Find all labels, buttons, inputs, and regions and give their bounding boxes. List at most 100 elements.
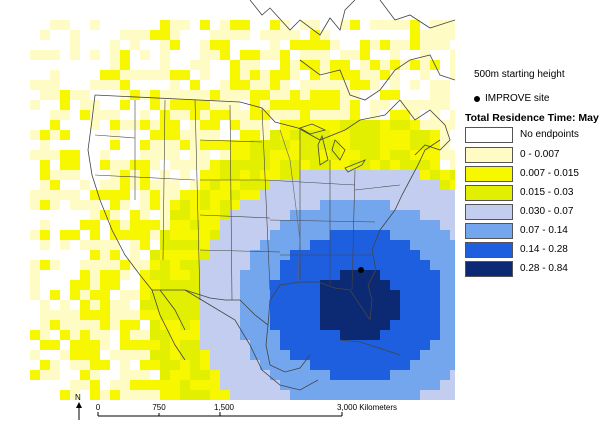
grid-cell: [140, 30, 150, 40]
grid-cell: [70, 380, 80, 390]
grid-cell: [330, 370, 340, 380]
grid-cell: [450, 340, 455, 350]
grid-cell: [410, 260, 420, 270]
grid-cell: [240, 290, 250, 300]
grid-cell: [180, 360, 190, 370]
grid-cell: [250, 250, 260, 260]
grid-cell: [160, 90, 170, 100]
grid-cell: [200, 390, 210, 400]
grid-cell: [230, 60, 240, 70]
grid-cell: [230, 370, 240, 380]
grid-cell: [120, 290, 130, 300]
grid-cell: [390, 300, 400, 310]
grid-cell: [330, 330, 340, 340]
grid-cell: [130, 260, 140, 270]
grid-cell: [420, 280, 430, 290]
grid-cell: [360, 360, 370, 370]
grid-cell: [250, 220, 260, 230]
grid-cell: [290, 90, 300, 100]
grid-cell: [410, 280, 420, 290]
grid-cell: [280, 170, 290, 180]
grid-cell: [350, 280, 360, 290]
grid-cell: [440, 220, 450, 230]
grid-cell: [450, 170, 455, 180]
grid-cell: [380, 90, 390, 100]
grid-cell: [120, 60, 130, 70]
grid-cell: [170, 330, 180, 340]
grid-cell: [70, 230, 80, 240]
grid-cell: [140, 90, 150, 100]
grid-cell: [100, 310, 110, 320]
grid-cell: [400, 130, 410, 140]
grid-cell: [310, 220, 320, 230]
grid-cell: [150, 200, 160, 210]
grid-cell: [210, 100, 220, 110]
grid-cell: [270, 350, 280, 360]
grid-cell: [210, 190, 220, 200]
legend-panel: 500m starting height IMPROVE site Total …: [458, 0, 609, 427]
grid-cell: [70, 30, 80, 40]
grid-cell: [320, 190, 330, 200]
grid-cell: [260, 310, 270, 320]
grid-cell: [300, 320, 310, 330]
grid-cell: [360, 160, 370, 170]
grid-cell: [70, 340, 80, 350]
grid-cell: [290, 100, 300, 110]
grid-cell: [450, 360, 455, 370]
grid-cell: [170, 30, 180, 40]
grid-cell: [220, 50, 230, 60]
grid-cell: [360, 230, 370, 240]
grid-cell: [50, 310, 60, 320]
grid-cell: [290, 160, 300, 170]
legend-swatch-class-5: [465, 223, 513, 239]
grid-cell: [300, 180, 310, 190]
grid-cell: [310, 90, 320, 100]
grid-cell: [190, 300, 200, 310]
grid-cell: [40, 150, 50, 160]
grid-cell: [220, 270, 230, 280]
grid-cell: [420, 310, 430, 320]
grid-cell: [420, 170, 430, 180]
grid-cell: [230, 280, 240, 290]
grid-cell: [100, 150, 110, 160]
grid-cell: [450, 150, 455, 160]
grid-cell: [60, 170, 70, 180]
grid-cell: [110, 220, 120, 230]
grid-cell: [250, 290, 260, 300]
grid-cell: [450, 370, 455, 380]
grid-cell: [370, 220, 380, 230]
grid-cell: [390, 390, 400, 400]
grid-cell: [70, 200, 80, 210]
grid-cell: [370, 160, 380, 170]
grid-cell: [240, 230, 250, 240]
grid-cell: [260, 200, 270, 210]
grid-cell: [80, 350, 90, 360]
legend-label-class-3: 0.015 - 0.03: [520, 187, 574, 198]
improve-site-marker[interactable]: [358, 267, 364, 273]
legend-swatch-class-7: [465, 261, 513, 277]
grid-cell: [200, 230, 210, 240]
grid-cell: [190, 120, 200, 130]
grid-cell: [50, 50, 60, 60]
grid-cell: [120, 90, 130, 100]
grid-cell: [150, 230, 160, 240]
grid-cell: [50, 170, 60, 180]
grid-cell: [350, 130, 360, 140]
grid-cell: [270, 320, 280, 330]
grid-cell: [180, 70, 190, 80]
grid-cell: [360, 200, 370, 210]
grid-cell: [430, 390, 440, 400]
grid-cell: [200, 350, 210, 360]
grid-cell: [210, 370, 220, 380]
grid-cell: [240, 170, 250, 180]
grid-cell: [390, 380, 400, 390]
grid-cell: [440, 280, 450, 290]
grid-cell: [420, 190, 430, 200]
grid-cell: [270, 240, 280, 250]
grid-cell: [370, 140, 380, 150]
grid-cell: [200, 100, 210, 110]
grid-cell: [100, 210, 110, 220]
grid-cell: [80, 200, 90, 210]
grid-cell: [260, 230, 270, 240]
grid-cell: [230, 80, 240, 90]
